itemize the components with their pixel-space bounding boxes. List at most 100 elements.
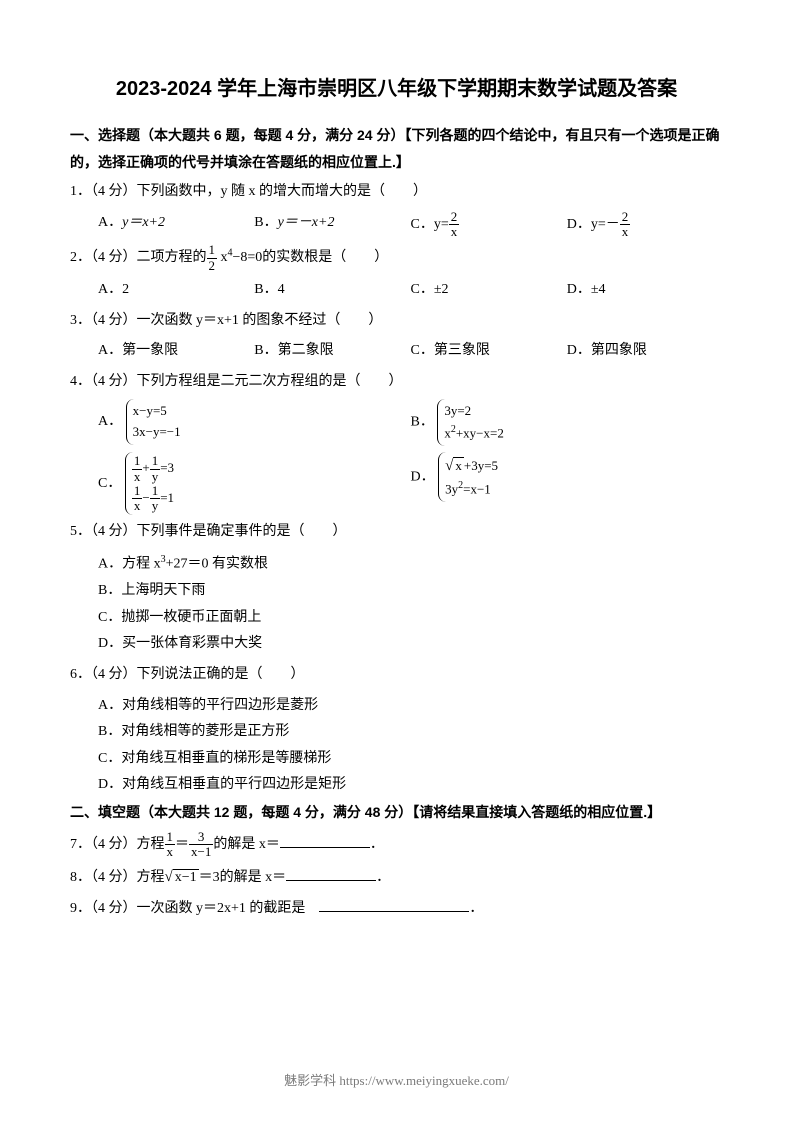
numerator: 2 bbox=[449, 210, 460, 225]
q7-post: 的解是 x＝ bbox=[213, 837, 280, 852]
denominator: x bbox=[132, 499, 143, 513]
denominator: x bbox=[165, 845, 176, 859]
q7-pre: 7．（4 分）方程 bbox=[70, 837, 165, 852]
eq: =1 bbox=[160, 490, 174, 505]
q4-options-row1: A． x−y=5 3x−y=−1 B． 3y=2 x2+xy−x=2 bbox=[98, 399, 723, 446]
numerator: 3 bbox=[189, 830, 213, 845]
answer-blank bbox=[286, 866, 376, 881]
numerator: 2 bbox=[620, 210, 631, 225]
sys-row: 1x+1y=3 bbox=[132, 454, 174, 484]
fraction: 1x bbox=[132, 484, 143, 514]
answer-blank bbox=[319, 897, 469, 912]
radical-sign: √ bbox=[165, 869, 173, 885]
q2-post: −8=0的实数根是（ ） bbox=[233, 250, 389, 265]
numerator: 1 bbox=[207, 243, 218, 258]
q5-opt-c: C．抛掷一枚硬币正面朝上 bbox=[98, 605, 723, 632]
q1-opt-d: D．y=－2x bbox=[567, 210, 723, 240]
equation-system: 1x+1y=3 1x−1y=1 bbox=[125, 452, 178, 515]
opt-label: A． bbox=[98, 215, 122, 230]
fraction: 1y bbox=[150, 454, 161, 484]
question-9: 9．（4 分）一次函数 y＝2x+1 的截距是 ． bbox=[70, 896, 723, 923]
fraction: 3x−1 bbox=[189, 830, 213, 860]
denominator: y bbox=[150, 470, 161, 484]
denominator: x bbox=[449, 225, 460, 239]
opt-label: A． bbox=[98, 414, 122, 429]
fraction: 1y bbox=[150, 484, 161, 514]
question-2: 2．（4 分）二项方程的12 x4−8=0的实数根是（ ） bbox=[70, 243, 723, 273]
section-1-header: 一、选择题（本大题共 6 题，每题 4 分，满分 24 分）【下列各题的四个结论… bbox=[70, 122, 723, 175]
radicand: x bbox=[453, 457, 464, 473]
q4-opt-b: B． 3y=2 x2+xy−x=2 bbox=[411, 399, 724, 446]
denominator: y bbox=[150, 499, 161, 513]
equation-system: x−y=5 3x−y=−1 bbox=[126, 399, 185, 445]
q6-opt-a: A．对角线相等的平行四边形是菱形 bbox=[98, 693, 723, 720]
q2-opt-d: D．±4 bbox=[567, 277, 723, 304]
denominator: x bbox=[132, 470, 143, 484]
sys-row: x−y=5 bbox=[133, 401, 181, 422]
q2-opt-c: C．±2 bbox=[411, 277, 567, 304]
q2-mid: x bbox=[217, 250, 228, 265]
denominator: 2 bbox=[207, 259, 218, 273]
q5-opt-d: D．买一张体育彩票中大奖 bbox=[98, 631, 723, 658]
exam-page: 2023-2024 学年上海市崇明区八年级下学期期末数学试题及答案 一、选择题（… bbox=[0, 0, 793, 1122]
q6-opt-b: B．对角线相等的菱形是正方形 bbox=[98, 719, 723, 746]
q3-opt-c: C．第三象限 bbox=[411, 338, 567, 365]
opt-math: y= bbox=[434, 217, 449, 232]
question-1: 1．（4 分）下列函数中，y 随 x 的增大而增大的是（ ） bbox=[70, 179, 723, 206]
opt-math: y＝－x+2 bbox=[278, 215, 335, 230]
rest: +xy−x=2 bbox=[456, 425, 504, 440]
q5-opt-b: B．上海明天下雨 bbox=[98, 578, 723, 605]
denominator: x−1 bbox=[189, 845, 213, 859]
denominator: x bbox=[620, 225, 631, 239]
q6-opt-c: C．对角线互相垂直的梯形是等腰梯形 bbox=[98, 746, 723, 773]
sys-row: x2+xy−x=2 bbox=[444, 422, 504, 444]
equation-system: √x+3y=5 3y2=x−1 bbox=[438, 452, 502, 502]
equation-system: 3y=2 x2+xy−x=2 bbox=[437, 399, 508, 446]
q1-opt-b: B．y＝－x+2 bbox=[254, 210, 410, 240]
question-6: 6．（4 分）下列说法正确的是（ ） bbox=[70, 662, 723, 689]
period: ． bbox=[370, 837, 384, 852]
answer-blank bbox=[280, 833, 370, 848]
q3-options: A．第一象限 B．第二象限 C．第三象限 D．第四象限 bbox=[98, 338, 723, 365]
opt-label: D． bbox=[567, 217, 591, 232]
fraction: 2x bbox=[449, 210, 460, 240]
question-7: 7．（4 分）方程1x＝3x−1的解是 x＝． bbox=[70, 830, 723, 860]
eq: =3 bbox=[160, 460, 174, 475]
q9-pre: 9．（4 分）一次函数 y＝2x+1 的截距是 bbox=[70, 901, 319, 916]
q1-stem: 1．（4 分）下列函数中，y 随 x 的增大而增大的是（ ） bbox=[70, 184, 427, 199]
opt-label: D． bbox=[411, 470, 435, 485]
q4-options-row2: C． 1x+1y=3 1x−1y=1 D． √x+3y=5 3y2=x−1 bbox=[98, 452, 723, 515]
numerator: 1 bbox=[150, 454, 161, 469]
opt-math: y＝x+2 bbox=[122, 215, 165, 230]
rest: =x−1 bbox=[463, 482, 491, 497]
fraction: 2x bbox=[620, 210, 631, 240]
opt-label: B． bbox=[254, 215, 277, 230]
numerator: 1 bbox=[150, 484, 161, 499]
q5-opt-a: A．方程 x3+27＝0 有实数根 bbox=[98, 550, 723, 578]
opt-label: B． bbox=[411, 415, 434, 430]
numerator: 1 bbox=[132, 484, 143, 499]
period: ． bbox=[376, 870, 390, 885]
sys-row: √x+3y=5 bbox=[445, 454, 498, 478]
q4-opt-d: D． √x+3y=5 3y2=x−1 bbox=[411, 452, 724, 515]
sys-row: 3y2=x−1 bbox=[445, 478, 498, 500]
question-3: 3．（4 分）一次函数 y＝x+1 的图象不经过（ ） bbox=[70, 308, 723, 335]
q3-opt-a: A．第一象限 bbox=[98, 338, 254, 365]
section-2-header: 二、填空题（本大题共 12 题，每题 4 分，满分 48 分）【请将结果直接填入… bbox=[70, 799, 723, 826]
opt-pre: A．方程 x bbox=[98, 557, 161, 572]
question-8: 8．（4 分）方程√x−1＝3的解是 x＝． bbox=[70, 863, 723, 892]
question-5: 5．（4 分）下列事件是确定事件的是（ ） bbox=[70, 519, 723, 546]
sys-row: 1x−1y=1 bbox=[132, 484, 174, 514]
fraction: 1x bbox=[165, 830, 176, 860]
page-title: 2023-2024 学年上海市崇明区八年级下学期期末数学试题及答案 bbox=[70, 70, 723, 108]
sys-row: 3x−y=−1 bbox=[133, 422, 181, 443]
q1-opt-a: A．y＝x+2 bbox=[98, 210, 254, 240]
sys-row: 3y=2 bbox=[444, 401, 504, 422]
var: 3y bbox=[445, 482, 458, 497]
op: − bbox=[142, 490, 149, 505]
q2-opt-a: A．2 bbox=[98, 277, 254, 304]
q8-post: ＝3的解是 x＝ bbox=[199, 870, 287, 885]
question-4: 4．（4 分）下列方程组是二元二次方程组的是（ ） bbox=[70, 369, 723, 396]
q8-pre: 8．（4 分）方程 bbox=[70, 870, 165, 885]
q4-opt-a: A． x−y=5 3x−y=−1 bbox=[98, 399, 411, 446]
